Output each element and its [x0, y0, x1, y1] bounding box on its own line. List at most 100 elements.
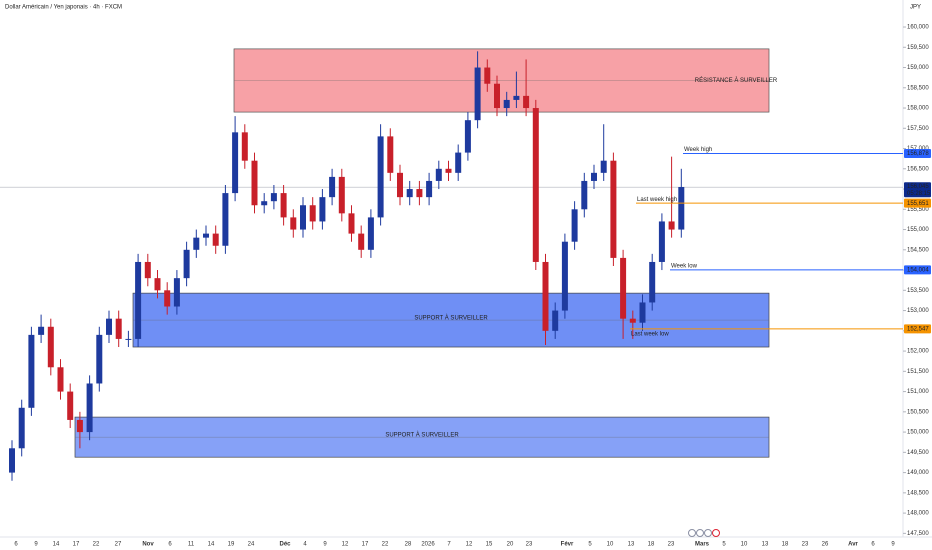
candle-body [513, 95, 520, 100]
candle-body [251, 160, 258, 206]
y-tick-label: 157,500 [907, 126, 929, 132]
x-tick-label: 17 [362, 542, 369, 548]
candle-body [523, 95, 530, 109]
candle-body [464, 120, 471, 153]
x-tick-label: Nov [142, 542, 154, 548]
candle-body [57, 367, 64, 392]
zone-label: SUPPORT À SURVEILLER [414, 315, 488, 322]
y-tick-label: 149,500 [907, 450, 929, 456]
x-tick-label: 12 [466, 542, 473, 548]
x-tick-label: 18 [648, 542, 655, 548]
candle-body [18, 407, 25, 449]
candle-body [484, 67, 491, 84]
candle-body [164, 290, 171, 307]
symbol-title: Dollar Américain / Yen japonais · 4h · F… [5, 5, 122, 11]
candle-body [38, 326, 45, 335]
candle-body [329, 176, 336, 198]
candle-body [338, 176, 345, 214]
y-tick-label: 150,500 [907, 409, 929, 415]
candle-body [367, 217, 374, 250]
y-tick-label: 152,000 [907, 349, 929, 355]
x-tick-label: 6 [871, 542, 875, 548]
candle-body [445, 168, 452, 173]
level-name: Last week low [631, 331, 669, 337]
candle-body [106, 318, 112, 335]
candle-body [610, 160, 617, 258]
x-tick-label: 2026 [421, 542, 435, 548]
x-tick-label: 17 [73, 542, 80, 548]
countdown: 05:28:15 [907, 191, 931, 197]
candle-body [591, 172, 597, 181]
icon[interactable] [688, 529, 696, 537]
x-tick-label: 9 [891, 542, 895, 548]
x-tick-label: 23 [802, 542, 809, 548]
candle-body [416, 189, 423, 198]
candle-body [503, 99, 510, 109]
x-tick-label: 9 [323, 542, 327, 548]
x-tick-label: 14 [53, 542, 60, 548]
x-tick-label: 22 [93, 542, 100, 548]
x-tick-label: 5 [588, 542, 592, 548]
level-price-label: 156,878 [907, 151, 929, 157]
candle-body [639, 302, 646, 323]
candle-body [397, 172, 403, 198]
x-tick-label: 13 [628, 542, 635, 548]
x-tick-label: 24 [248, 542, 255, 548]
level-name: Week high [684, 147, 712, 153]
zone-label: SUPPORT À SURVEILLER [385, 432, 459, 439]
candle-body [387, 136, 394, 173]
x-tick-label: Mars [695, 542, 710, 548]
x-tick-label: 6 [14, 542, 18, 548]
x-tick-label: 11 [188, 542, 195, 548]
y-tick-label: 155,000 [907, 227, 929, 233]
candle-body [67, 391, 74, 420]
icon[interactable] [712, 529, 720, 537]
x-tick-label: 27 [115, 542, 122, 548]
candle-body [561, 241, 568, 311]
current-price-label: 156,045 [907, 184, 929, 190]
x-tick-label: 23 [668, 542, 675, 548]
y-tick-label: 155,500 [907, 207, 929, 213]
y-tick-label: 158,000 [907, 106, 929, 112]
level-price-box [904, 324, 931, 334]
candle-body [552, 310, 559, 331]
icon[interactable] [704, 529, 712, 537]
candle-body [154, 278, 161, 291]
candle-body [620, 257, 627, 319]
toolbar-icons[interactable] [688, 529, 720, 537]
x-tick-label: 15 [486, 542, 493, 548]
y-tick-label: 150,000 [907, 430, 929, 436]
y-tick-label: 149,000 [907, 470, 929, 476]
candle-body [358, 233, 365, 250]
zone-label: RÉSISTANCE À SURVEILLER [695, 77, 778, 84]
x-tick-label: 10 [607, 542, 614, 548]
candle-body [629, 318, 636, 323]
x-tick-label: 7 [447, 542, 451, 548]
candle-body [232, 132, 239, 194]
y-tick-label: 158,500 [907, 85, 929, 91]
candle-body [290, 217, 297, 230]
candle-body [348, 213, 355, 234]
candle-body [668, 221, 675, 230]
x-tick-label: 23 [526, 542, 533, 548]
candle-body [280, 193, 287, 218]
y-tick-label: 159,500 [907, 45, 929, 51]
x-tick-label: 10 [741, 542, 748, 548]
x-tick-label: 12 [342, 542, 349, 548]
candle-body [222, 193, 229, 246]
x-tick-label: 19 [228, 542, 235, 548]
y-tick-label: 154,500 [907, 247, 929, 253]
x-tick-label: 22 [382, 542, 389, 548]
x-tick-label: 28 [405, 542, 412, 548]
y-tick-label: 153,500 [907, 288, 929, 294]
icon[interactable] [696, 529, 704, 537]
candle-body [600, 160, 607, 173]
y-tick-label: 159,000 [907, 65, 929, 71]
x-tick-label: 5 [722, 542, 726, 548]
x-tick-label: 26 [822, 542, 829, 548]
candle-body [125, 338, 132, 340]
x-tick-label: 4 [303, 542, 307, 548]
candle-body [542, 261, 549, 331]
candle-body [28, 334, 35, 408]
currency: JPY [910, 5, 921, 11]
